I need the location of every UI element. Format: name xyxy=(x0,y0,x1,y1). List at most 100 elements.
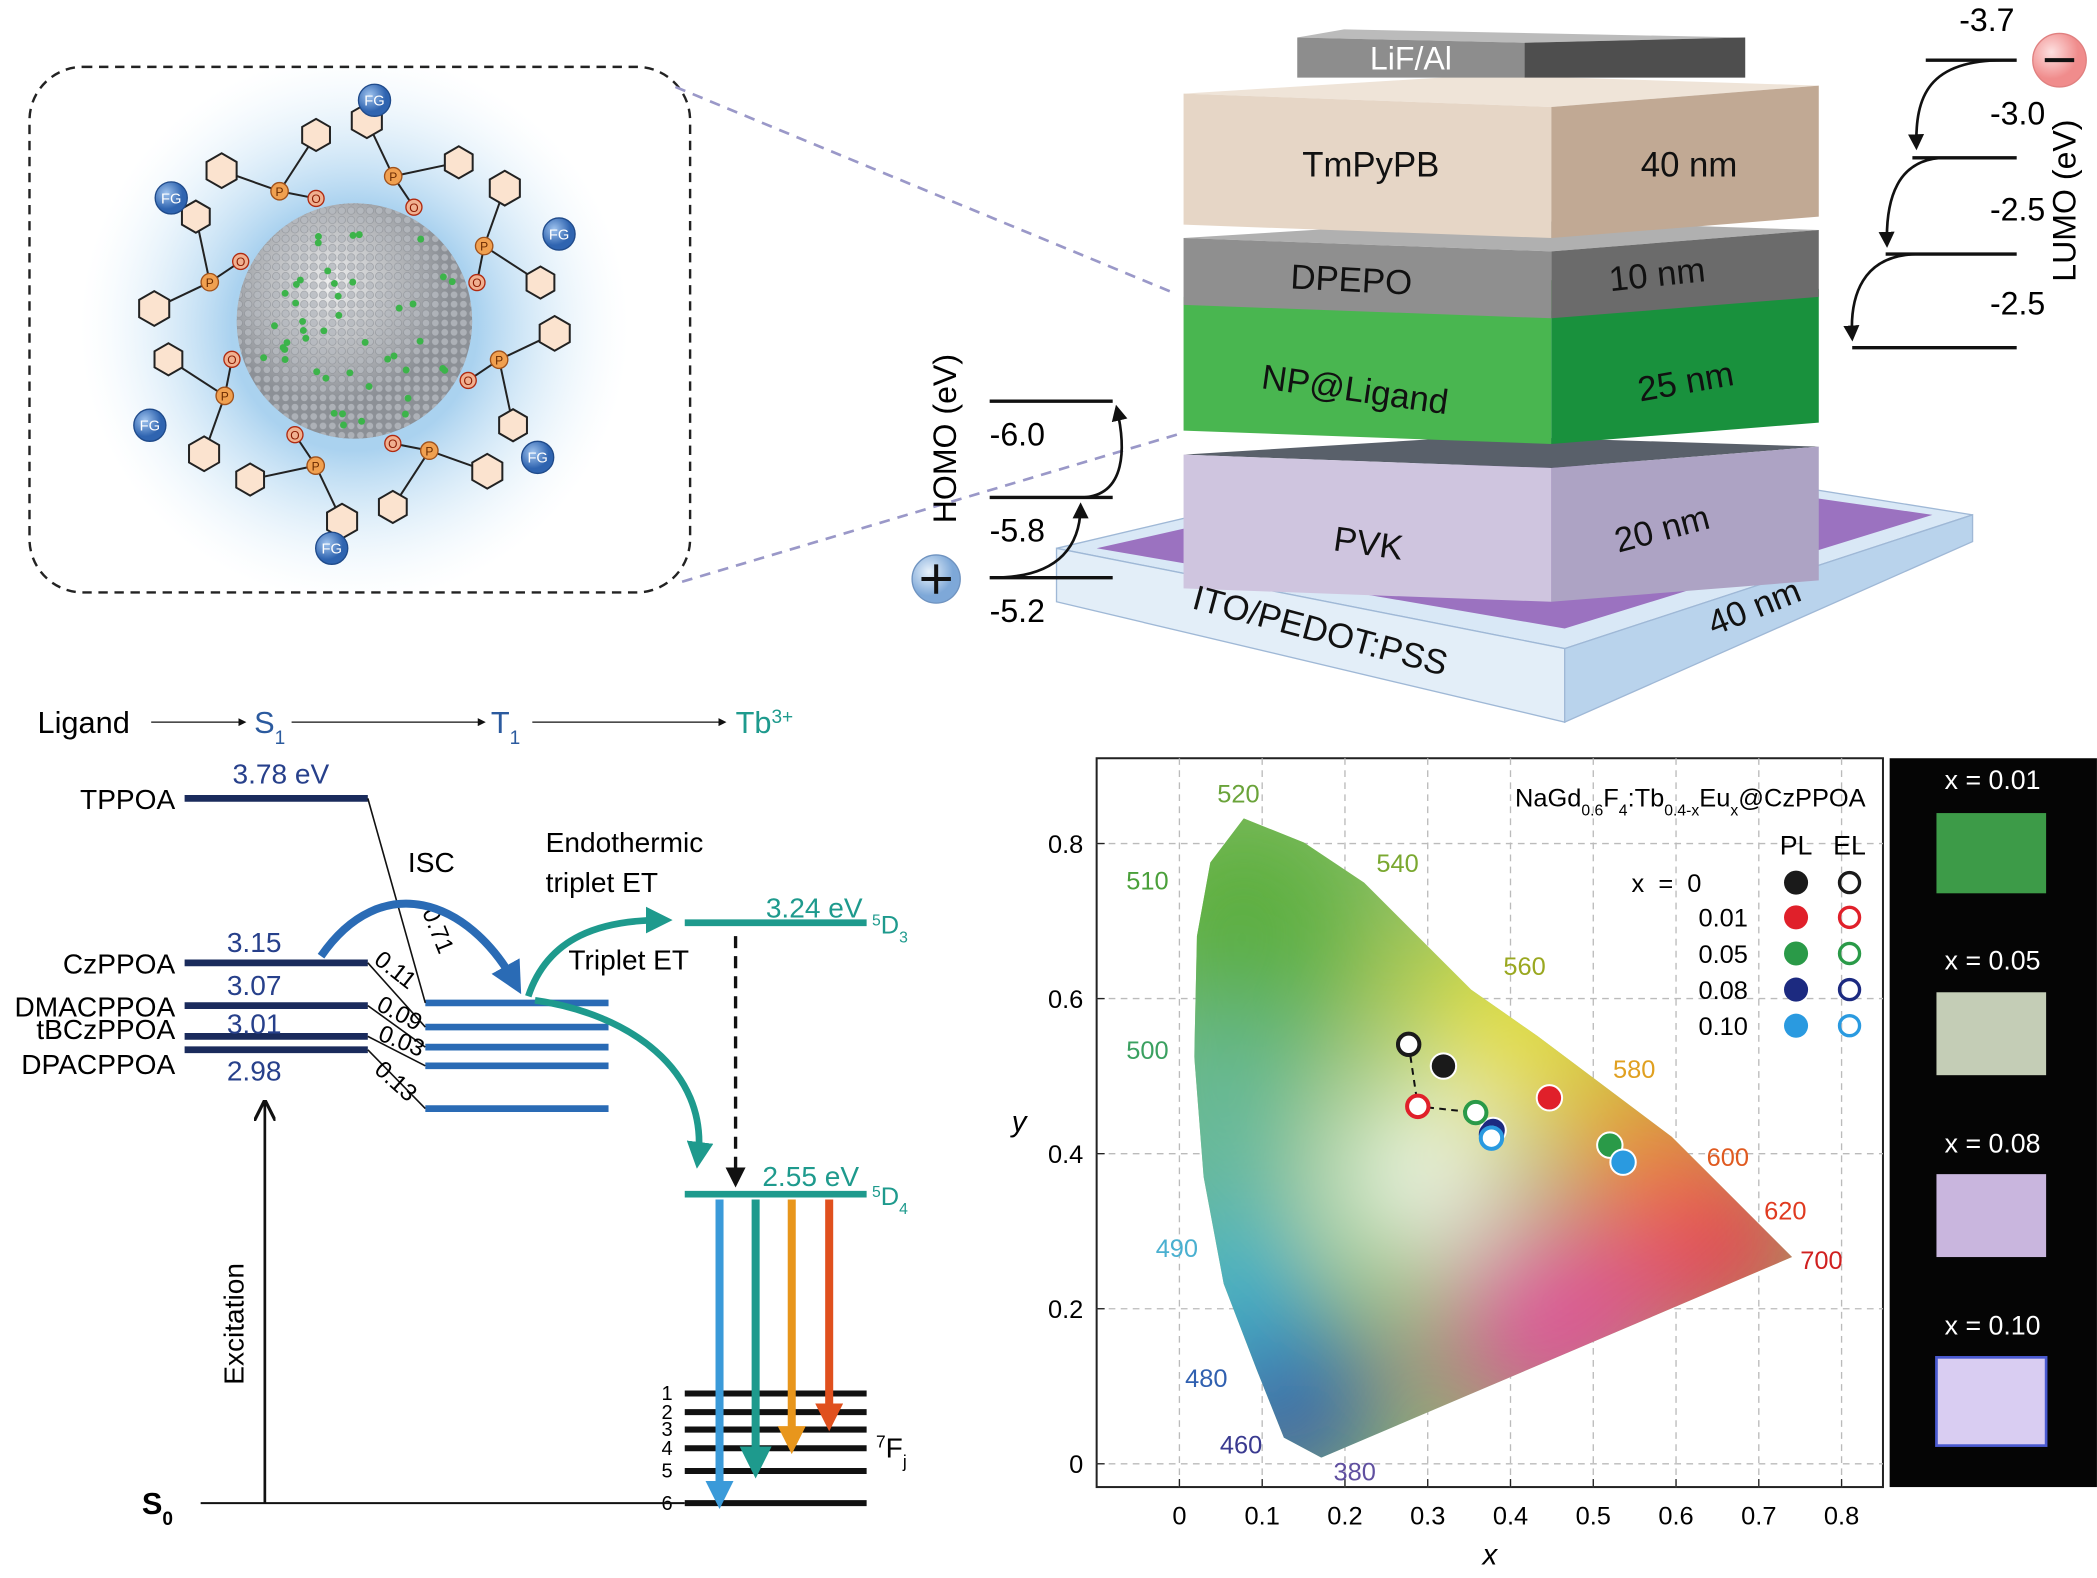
atom-label: O xyxy=(464,374,473,388)
dopant-atom xyxy=(384,355,392,363)
phosphorus-atom xyxy=(474,236,494,256)
legend-row-label: 0.10 xyxy=(1698,1013,1747,1041)
header-label: Ligand xyxy=(38,705,130,740)
ligand-name: TPPOA xyxy=(80,784,175,815)
fg-label: FG xyxy=(322,542,342,558)
atom-label: O xyxy=(388,437,397,451)
cie-title-part: :Tb xyxy=(1628,784,1665,812)
homo-arrow xyxy=(1083,404,1128,499)
cie-title-part: 0.6 xyxy=(1581,802,1603,819)
dopant-atom xyxy=(404,394,412,402)
isc-connector xyxy=(367,1035,426,1067)
layer-top xyxy=(1183,74,1819,107)
cie-title-part: F xyxy=(1603,784,1619,812)
lumo-value: -3.0 xyxy=(1990,95,2045,131)
wavelength-label: 490 xyxy=(1156,1235,1198,1263)
isc-arrow xyxy=(317,899,522,995)
phenyl xyxy=(138,289,171,328)
layer-thickness: 40 nm xyxy=(1641,147,1738,185)
cie-point xyxy=(1478,1125,1505,1151)
zoom-line xyxy=(674,85,1178,296)
ligand-name: DMACPPOA xyxy=(15,991,176,1022)
dopant-atom xyxy=(361,338,369,346)
f-level-label: 1 xyxy=(662,1383,673,1405)
ligand-energy: 3.78 eV xyxy=(232,759,329,790)
isc-gap: 0.11 xyxy=(369,946,421,995)
lumo-arrow xyxy=(1908,58,2004,151)
d4-term: 5D4 xyxy=(872,1183,908,1218)
dopant-atom xyxy=(281,289,289,297)
oxygen-atom xyxy=(307,189,325,208)
layer-name: LiF/Al xyxy=(1370,41,1452,77)
oxygen-atom xyxy=(468,273,486,292)
layer-front xyxy=(1183,238,1552,319)
y-tick-label: 0 xyxy=(1069,1451,1083,1479)
wavelength-label: 580 xyxy=(1613,1056,1655,1084)
legend-marker xyxy=(1837,905,1862,930)
wavelength-label: 700 xyxy=(1800,1247,1842,1275)
homo-value: -5.2 xyxy=(990,593,1045,629)
phosphorus-atom xyxy=(270,181,289,201)
d4-energy: 2.55 eV xyxy=(762,1161,859,1192)
atom-label: O xyxy=(227,353,236,367)
layer-side xyxy=(1551,288,1819,444)
excitation-label: Excitation xyxy=(218,1263,249,1385)
phosphorus-atom xyxy=(383,166,403,186)
header-t1-part: T xyxy=(491,705,510,740)
photo-device xyxy=(1936,992,2047,1076)
dopant-atom xyxy=(358,417,366,425)
d3-energy: 3.24 eV xyxy=(766,892,863,923)
legend-row-label: 0.08 xyxy=(1698,977,1747,1005)
ligand-name: DPACPPOA xyxy=(21,1049,175,1080)
isc-label: ISC xyxy=(408,847,455,878)
photo-label: x = 0.05 xyxy=(1945,946,2041,976)
cie-title-part: NaGd xyxy=(1515,784,1581,812)
fg-label: FG xyxy=(527,451,547,467)
photo-device xyxy=(1936,813,2047,894)
phosphorus-atom xyxy=(489,350,509,370)
isc-connector xyxy=(367,962,426,1028)
oxygen-atom xyxy=(231,252,250,271)
photo-label: x = 0.10 xyxy=(1945,1311,2041,1341)
phosphorus-atom xyxy=(306,456,326,475)
atom-label: P xyxy=(425,444,433,458)
atom-label: O xyxy=(409,201,418,215)
s0-label: S0 xyxy=(142,1486,173,1529)
d4-term-part: D xyxy=(881,1183,899,1211)
et-label: Endothermic xyxy=(546,827,704,858)
header-s1-part: 1 xyxy=(275,727,286,748)
et-arrow xyxy=(534,996,714,1169)
layer-front xyxy=(1297,37,1525,78)
f-level-label: 3 xyxy=(662,1419,673,1441)
x-tick-label: 0.1 xyxy=(1245,1503,1280,1531)
functional-group xyxy=(154,181,188,215)
y-axis-label: y xyxy=(1010,1105,1029,1138)
phenyl xyxy=(301,117,331,153)
dopant-atom xyxy=(334,292,342,300)
layer-front xyxy=(1183,93,1552,239)
cie-title-part: Eu xyxy=(1699,784,1730,812)
f-level-label: 2 xyxy=(662,1402,673,1424)
et-arrow xyxy=(525,906,673,998)
dopant-atom xyxy=(395,304,403,312)
dopant-atom xyxy=(365,382,373,390)
lumo-value: -2.5 xyxy=(1990,192,2045,228)
s0-label-part: 0 xyxy=(162,1508,173,1529)
legend-row-label: x = 0 xyxy=(1632,870,1702,898)
atom-label: O xyxy=(472,276,481,290)
d3-term-part: 5 xyxy=(872,912,881,929)
ligand-name: CzPPOA xyxy=(63,949,176,980)
header-s1-part: S xyxy=(254,705,275,740)
layer-side xyxy=(1551,230,1819,319)
layer-top xyxy=(1297,29,1746,43)
header-s1: S1 xyxy=(254,705,285,749)
dopant-atom xyxy=(439,273,447,281)
cie-title-part: x xyxy=(1730,802,1738,819)
homo-value: -6.0 xyxy=(990,416,1045,452)
dopant-atom xyxy=(339,410,346,418)
dopant-atom xyxy=(448,278,456,286)
lumo-arrow xyxy=(1878,156,1946,248)
phenyl xyxy=(235,462,266,497)
